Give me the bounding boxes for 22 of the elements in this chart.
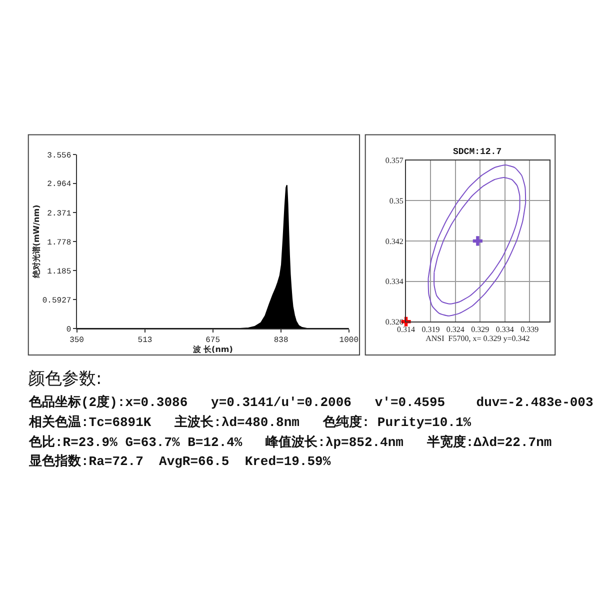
x-tick-label: 1000 xyxy=(339,336,359,346)
x-tick-label: 0.314 xyxy=(397,325,416,334)
x-tick-label: 0.339 xyxy=(520,325,539,334)
y-tick-label: 0.35 xyxy=(389,196,404,206)
text: 色品坐标(2度):x=0.3086 y=0.3141/u'=0.2006 v'=0.4595 duv=-2.483e-003 xyxy=(28,394,594,410)
y-tick-label: 2.964 xyxy=(47,180,72,190)
x-axis-title: ANSI F5700, x= 0.329 y=0.342 xyxy=(426,334,530,344)
text: 相关色温:Tc=6891K 主波长:λd=480.8nm 色纯度: Purity=10.1% xyxy=(28,414,472,430)
y-tick-label: 0.334 xyxy=(385,277,404,286)
x-tick-label: 838 xyxy=(274,336,288,346)
text: 显色指数:Ra=72.7 AvgR=66.5 Kred=19.59% xyxy=(28,454,331,469)
x-tick-label: 0.334 xyxy=(496,325,514,334)
y-tick-label: 0.357 xyxy=(385,156,404,166)
y-tick-label: 0.342 xyxy=(385,236,404,246)
y-tick-label: 3.556 xyxy=(47,151,72,160)
x-tick-label: 0.319 xyxy=(422,325,440,334)
chart-title: SDCM:12.7 xyxy=(453,147,502,157)
x-tick-label: 0.329 xyxy=(471,325,490,334)
text: 色比:R=23.9% G=63.7% B=12.4% 峰值波长:λp=852.4nm 半宽度:Δλd=22.7nm xyxy=(28,434,552,450)
text: 颜色参数: xyxy=(28,369,102,389)
x-tick-label: 0.324 xyxy=(446,325,464,334)
y-tick-label: 0.326 xyxy=(385,317,404,326)
